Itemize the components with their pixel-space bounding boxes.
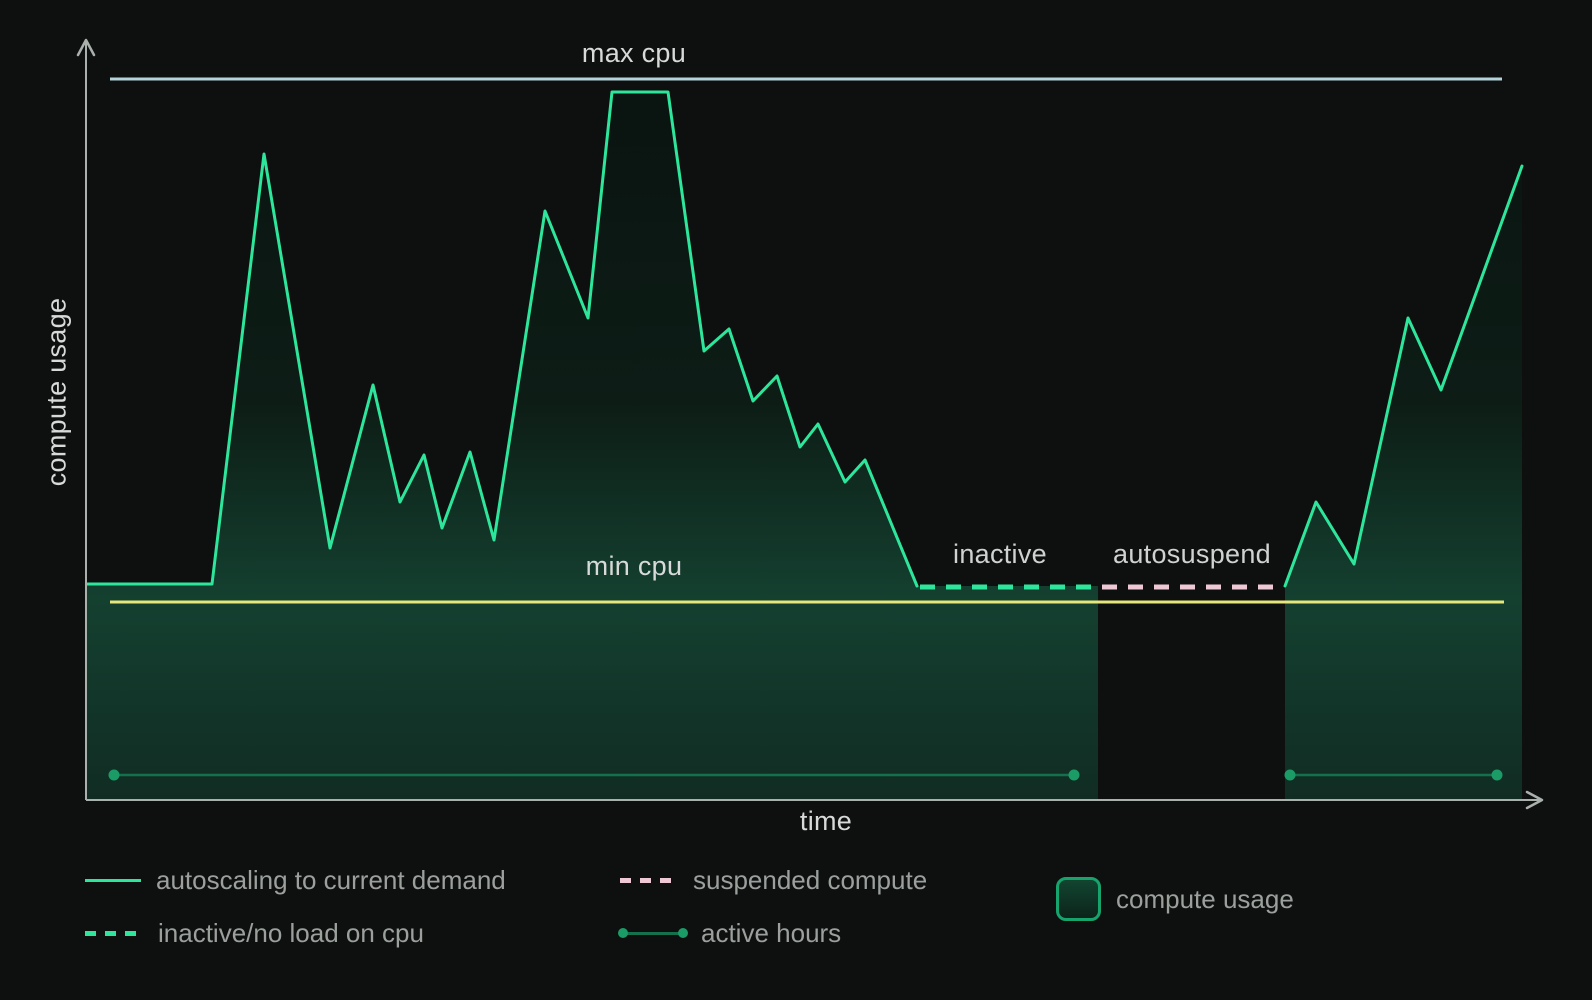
series-3	[1283, 164, 1524, 588]
usage-fill-0	[87, 92, 1098, 800]
min-cpu-label: min cpu	[585, 551, 683, 581]
active-hours-dot	[1068, 769, 1080, 781]
solid-line-swatch	[85, 878, 141, 882]
legend-label: inactive/no load on cpu	[158, 917, 424, 948]
filled-square-swatch	[1056, 877, 1101, 921]
y-axis-label: compute usage	[41, 297, 72, 487]
green-dashed-line-swatch	[85, 930, 143, 936]
y-axis-arrow-icon	[76, 38, 96, 57]
autosuspend-annotation: autosuspend	[1113, 539, 1271, 569]
max-cpu-label: max cpu	[581, 38, 687, 68]
legend-item-suspended: suspended compute	[620, 864, 927, 896]
active-hours-dot	[1284, 769, 1296, 781]
series-0	[85, 90, 919, 588]
dot-line-swatch	[618, 928, 688, 938]
legend-item-active-hours: active hours	[618, 917, 842, 949]
active-hours-dot	[1491, 769, 1503, 781]
pink-dashed-line-swatch	[620, 877, 678, 883]
x-axis-label: time	[799, 806, 853, 836]
legend-item-inactive: inactive/no load on cpu	[85, 917, 424, 949]
legend-label: autoscaling to current demand	[156, 864, 506, 895]
x-axis-arrow-icon	[1525, 790, 1544, 810]
legend-item-compute-usage: compute usage	[1056, 876, 1294, 922]
legend-label: active hours	[701, 917, 842, 948]
inactive-annotation: inactive	[953, 539, 1047, 569]
legend-label: compute usage	[1116, 883, 1294, 914]
legend-label: suspended compute	[693, 864, 928, 895]
legend-item-autoscaling: autoscaling to current demand	[85, 864, 506, 896]
active-hours-dot	[108, 769, 120, 781]
usage-fill-1	[1285, 166, 1522, 800]
